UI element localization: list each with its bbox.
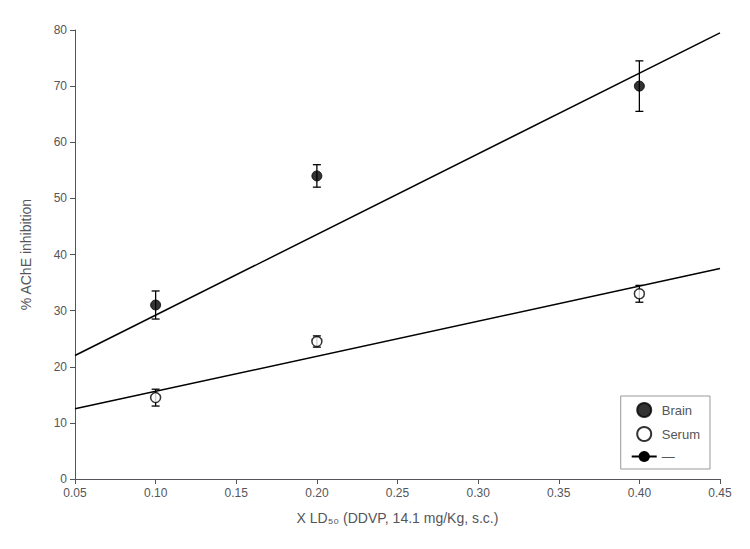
svg-text:70: 70 — [54, 79, 68, 93]
svg-text:—: — — [662, 449, 675, 464]
svg-text:30: 30 — [54, 304, 68, 318]
svg-text:0: 0 — [60, 472, 67, 486]
svg-text:0.30: 0.30 — [466, 486, 490, 500]
svg-text:60: 60 — [54, 135, 68, 149]
svg-text:20: 20 — [54, 360, 68, 374]
svg-text:0.15: 0.15 — [225, 486, 249, 500]
svg-text:0.25: 0.25 — [386, 486, 410, 500]
svg-text:0.40: 0.40 — [628, 486, 652, 500]
svg-text:50: 50 — [54, 191, 68, 205]
svg-text:0.05: 0.05 — [63, 486, 87, 500]
svg-text:0.10: 0.10 — [144, 486, 168, 500]
svg-text:Brain: Brain — [662, 403, 692, 418]
svg-text:80: 80 — [54, 23, 68, 37]
svg-text:Serum: Serum — [662, 427, 700, 442]
svg-text:0.35: 0.35 — [547, 486, 571, 500]
svg-text:40: 40 — [54, 248, 68, 262]
svg-text:10: 10 — [54, 416, 68, 430]
svg-text:% AChE inhibition: % AChE inhibition — [18, 199, 34, 310]
svg-text:0.45: 0.45 — [708, 486, 732, 500]
svg-text:X LD₅₀ (DDVP, 14.1 mg/Kg, s.c.: X LD₅₀ (DDVP, 14.1 mg/Kg, s.c.) — [297, 510, 499, 526]
svg-text:0.20: 0.20 — [305, 486, 329, 500]
